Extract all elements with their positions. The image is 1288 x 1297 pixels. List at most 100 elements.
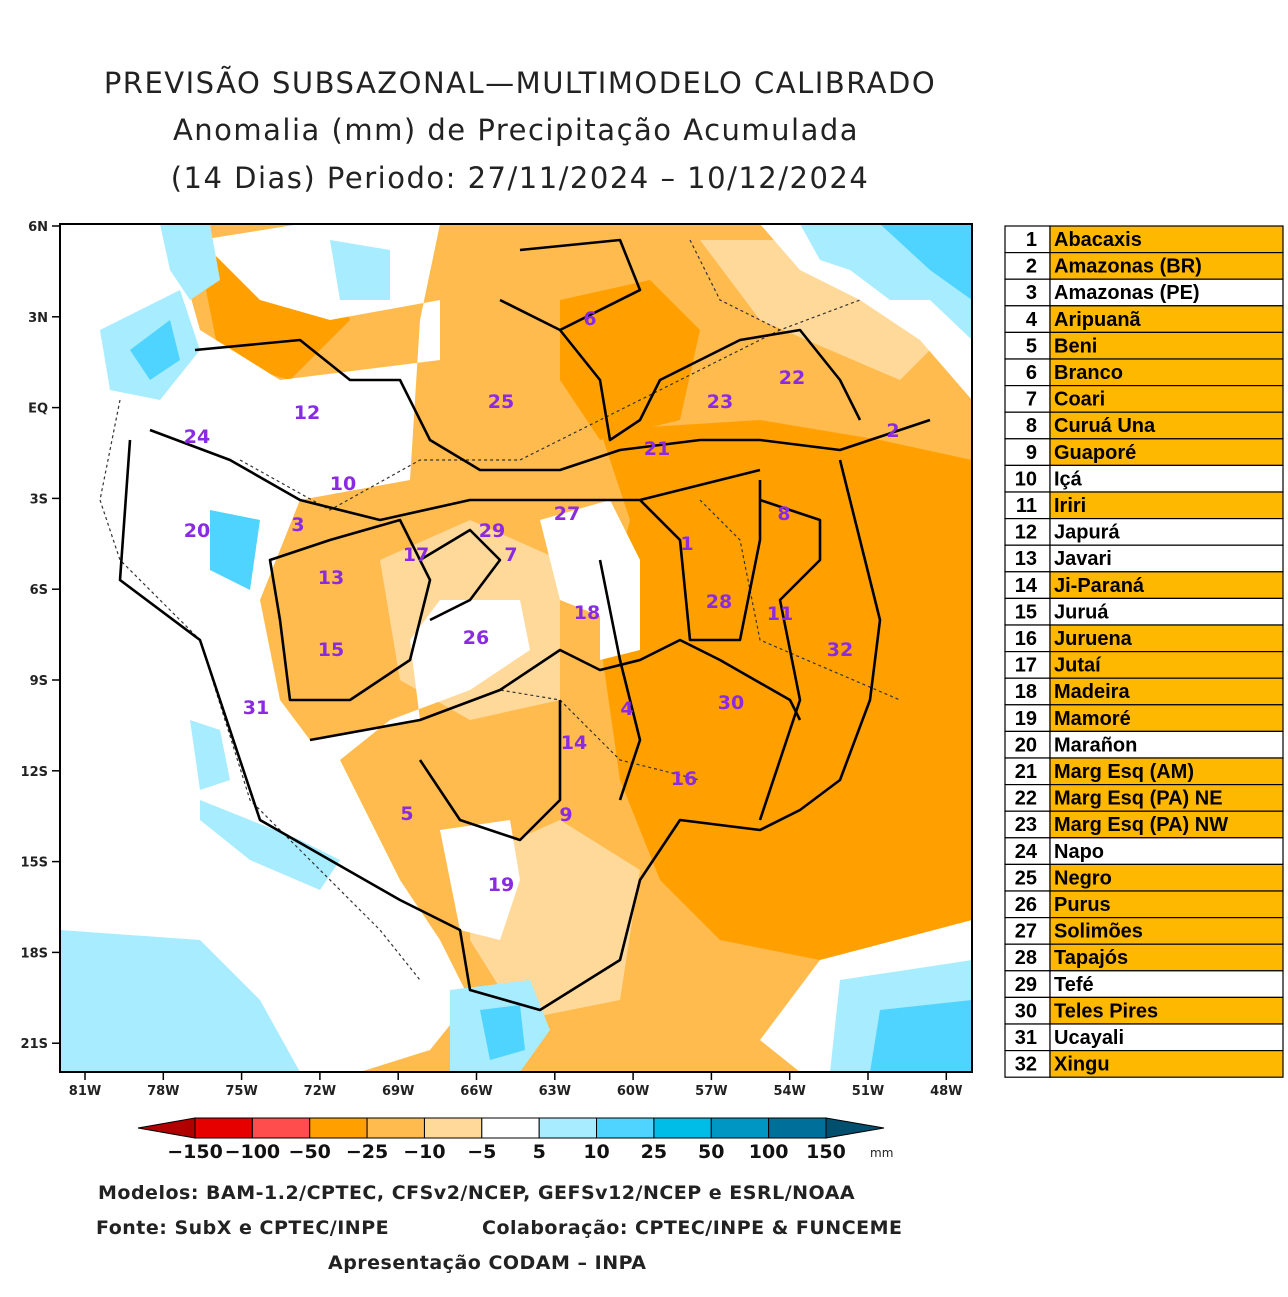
table-number: 24 xyxy=(1015,841,1038,863)
colorbar-label: 5 xyxy=(533,1141,546,1163)
table-number: 19 xyxy=(1015,708,1037,730)
table-number: 26 xyxy=(1015,894,1037,916)
lat-label: 18S xyxy=(21,946,48,961)
basin-label: 29 xyxy=(479,520,505,542)
basin-label: 2 xyxy=(886,420,899,442)
lon-label: 69W xyxy=(382,1084,414,1099)
title-line: Anomalia (mm) de Precipitação Acumulada xyxy=(173,113,859,147)
table-name: Içá xyxy=(1054,468,1083,490)
basin-label: 8 xyxy=(777,503,790,525)
basin-label: 16 xyxy=(671,768,697,790)
footer-text: Modelos: BAM-1.2/CPTEC, CFSv2/NCEP, GEFS… xyxy=(98,1182,855,1204)
table-name-cell xyxy=(1049,890,1284,919)
table-name: Purus xyxy=(1054,894,1111,916)
table-num-cell xyxy=(1004,278,1051,307)
table-name: Marg Esq (PA) NW xyxy=(1054,814,1228,836)
colorbar-label: 10 xyxy=(583,1141,609,1163)
colorbar-label: −50 xyxy=(289,1141,331,1163)
table-name-cell xyxy=(1049,650,1284,679)
colorbar-box xyxy=(710,1117,770,1139)
table-number: 1 xyxy=(1026,229,1037,251)
table-name: Curuá Una xyxy=(1054,415,1156,437)
table-name: Jutaí xyxy=(1054,655,1102,677)
lat-label: 21S xyxy=(21,1037,48,1052)
basin-label: 25 xyxy=(488,391,514,413)
basin-label: 12 xyxy=(294,402,320,424)
table-num-cell xyxy=(1004,597,1051,626)
table-name-cell xyxy=(1049,358,1284,387)
colorbar-box xyxy=(309,1117,368,1139)
lat-label: EQ xyxy=(28,402,48,417)
basin-label: 32 xyxy=(827,639,853,661)
table-name: Guaporé xyxy=(1054,442,1136,464)
colorbar-unit: mm xyxy=(870,1146,893,1160)
colorbar-label: −100 xyxy=(225,1141,281,1163)
title-line: (14 Dias) Periodo: 27/11/2024 – 10/12/20… xyxy=(171,161,870,195)
basin-label: 21 xyxy=(644,438,670,460)
table-name: Negro xyxy=(1054,867,1112,889)
table-num-cell xyxy=(1004,650,1051,679)
table-name: Juruá xyxy=(1054,601,1109,623)
table-number: 27 xyxy=(1015,921,1037,943)
table-num-cell xyxy=(1004,890,1051,919)
table-name-cell xyxy=(1049,783,1284,812)
basin-label: 15 xyxy=(318,639,344,661)
lon-label: 63W xyxy=(539,1084,571,1099)
lon-label: 57W xyxy=(695,1084,727,1099)
table-name: Amazonas (PE) xyxy=(1054,282,1200,304)
basin-label: 31 xyxy=(243,697,269,719)
colorbar-label: 150 xyxy=(806,1141,846,1163)
table-num-cell xyxy=(1004,225,1051,254)
colorbar-label: −5 xyxy=(467,1141,496,1163)
lon-label: 60W xyxy=(617,1084,649,1099)
table-number: 6 xyxy=(1026,362,1037,384)
basin-label: 9 xyxy=(559,804,572,826)
colorbar-cap xyxy=(137,1117,196,1139)
table-name-cell xyxy=(1049,677,1284,706)
table-name: Teles Pires xyxy=(1054,1000,1158,1022)
table-number: 11 xyxy=(1016,495,1037,517)
table-name: Juruena xyxy=(1054,628,1133,650)
colorbar-label: 25 xyxy=(641,1141,667,1163)
table-name: Beni xyxy=(1054,335,1097,357)
title-line: PREVISÃO SUBSAZONAL—MULTIMODELO CALIBRAD… xyxy=(104,66,936,100)
table-name-cell xyxy=(1049,438,1284,466)
lat-label: 15S xyxy=(21,856,48,871)
table-number: 9 xyxy=(1026,442,1037,464)
basin-label: 10 xyxy=(330,473,356,495)
colorbar-box xyxy=(481,1117,540,1139)
lon-label: 51W xyxy=(852,1084,884,1099)
basin-label: 13 xyxy=(318,567,344,589)
table-name-cell xyxy=(1049,624,1284,653)
table-num-cell xyxy=(1004,624,1051,653)
basin-label: 28 xyxy=(706,591,732,613)
table-name-cell xyxy=(1049,1049,1284,1078)
table-name: Marg Esq (PA) NE xyxy=(1054,788,1223,810)
table-num-cell xyxy=(1004,331,1051,360)
basin-label: 27 xyxy=(554,503,580,525)
colorbar-box xyxy=(423,1117,483,1139)
table-num-cell xyxy=(1004,837,1051,865)
table-number: 17 xyxy=(1015,655,1037,677)
table-name: Iriri xyxy=(1054,495,1086,517)
table-number: 30 xyxy=(1015,1000,1037,1022)
lat-label: 12S xyxy=(21,765,48,780)
table-name-cell xyxy=(1049,943,1284,972)
basin-label: 26 xyxy=(463,627,489,649)
table-number: 12 xyxy=(1015,522,1037,544)
table-name: Branco xyxy=(1054,362,1123,384)
table-name: Tefé xyxy=(1054,974,1094,996)
table-name-cell xyxy=(1049,863,1284,892)
table-num-cell xyxy=(1004,385,1051,413)
basin-label: 30 xyxy=(718,692,744,714)
table-number: 16 xyxy=(1015,628,1037,650)
colorbar-box xyxy=(653,1117,712,1139)
basin-label: 1 xyxy=(680,533,693,555)
table-num-cell xyxy=(1004,252,1051,280)
table-number: 7 xyxy=(1026,389,1037,411)
table-name-cell xyxy=(1049,757,1284,786)
basin-label: 3 xyxy=(291,514,304,536)
table-name-cell xyxy=(1049,305,1284,333)
table-number: 13 xyxy=(1015,548,1037,570)
